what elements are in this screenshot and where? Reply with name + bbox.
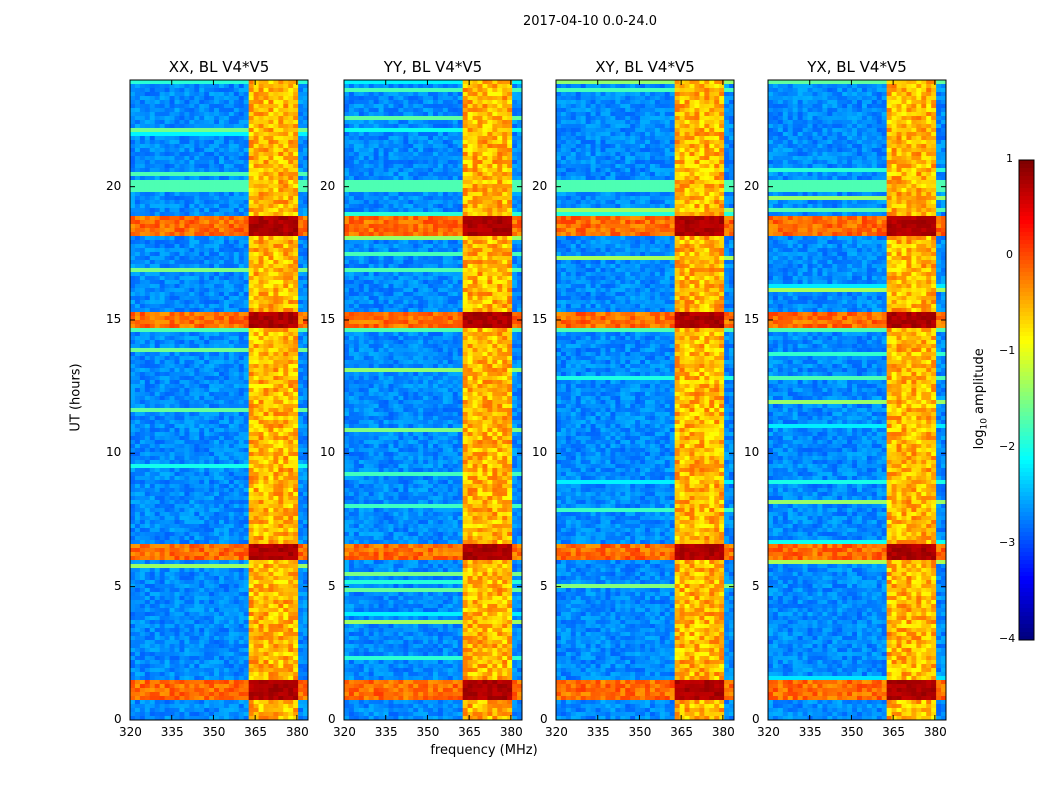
x-tick-label: 350 [628, 725, 651, 739]
y-tick-label: 5 [114, 579, 122, 593]
colorbar-tick-label: 1 [1006, 152, 1013, 165]
x-tick-label: 380 [712, 725, 735, 739]
y-tick-label: 15 [532, 312, 547, 326]
colorbar-frame [1018, 159, 1035, 641]
y-tick-label: 10 [744, 445, 759, 459]
x-tick-label: 335 [161, 725, 184, 739]
x-tick-label: 380 [500, 725, 523, 739]
x-tick-label: 350 [840, 725, 863, 739]
colorbar-tick-label: 0 [1006, 248, 1013, 261]
panel-frame [129, 79, 309, 721]
x-tick-label: 320 [757, 725, 780, 739]
y-tick-label: 5 [540, 579, 548, 593]
colorbar-tick-label: −1 [999, 344, 1015, 357]
y-tick-label: 0 [328, 712, 336, 726]
x-tick-label: 320 [545, 725, 568, 739]
y-tick-label: 5 [328, 579, 336, 593]
y-tick-label: 20 [320, 179, 335, 193]
colorbar [1019, 160, 1034, 641]
x-tick-label: 320 [119, 725, 142, 739]
colorbar-label-sub: 10 [979, 418, 989, 429]
y-tick-label: 5 [752, 579, 760, 593]
x-tick-label: 335 [799, 725, 822, 739]
panel-frame [767, 79, 947, 721]
y-tick-label: 10 [106, 445, 121, 459]
x-tick-label: 365 [882, 725, 905, 739]
figure-title: 2017-04-10 0.0-24.0 [0, 14, 1050, 29]
y-tick-label: 20 [744, 179, 759, 193]
y-tick-label: 0 [114, 712, 122, 726]
x-axis-label: frequency (MHz) [344, 743, 624, 758]
panel-1 [344, 80, 523, 721]
colorbar-tick-label: −2 [999, 440, 1015, 453]
y-tick-label: 15 [744, 312, 759, 326]
panel-frame [343, 79, 523, 721]
panel-0 [130, 80, 309, 721]
x-tick-label: 380 [924, 725, 947, 739]
colorbar-tick-label: −4 [999, 632, 1015, 645]
y-axis-label: UT (hours) [69, 363, 84, 431]
x-tick-label: 350 [416, 725, 439, 739]
colorbar-label: log10 amplitude [972, 348, 990, 449]
x-tick-label: 335 [375, 725, 398, 739]
colorbar-label-base: log [972, 430, 987, 450]
x-tick-label: 365 [244, 725, 267, 739]
panel-title-xy: XY, BL V4*V5 [556, 58, 734, 76]
y-tick-label: 10 [532, 445, 547, 459]
x-tick-label: 335 [587, 725, 610, 739]
panel-3 [768, 80, 947, 721]
x-tick-label: 350 [202, 725, 225, 739]
x-tick-label: 365 [670, 725, 693, 739]
y-tick-label: 20 [532, 179, 547, 193]
y-tick-label: 10 [320, 445, 335, 459]
panel-title-xx: XX, BL V4*V5 [130, 58, 308, 76]
x-tick-label: 365 [458, 725, 481, 739]
x-tick-label: 380 [286, 725, 309, 739]
panel-title-yx: YX, BL V4*V5 [768, 58, 946, 76]
x-tick-label: 320 [333, 725, 356, 739]
y-tick-label: 0 [752, 712, 760, 726]
panel-2 [556, 80, 735, 721]
y-tick-label: 15 [106, 312, 121, 326]
colorbar-tick-label: −3 [999, 536, 1015, 549]
y-tick-label: 0 [540, 712, 548, 726]
panel-title-yy: YY, BL V4*V5 [344, 58, 522, 76]
panel-frame [555, 79, 735, 721]
y-tick-label: 20 [106, 179, 121, 193]
colorbar-label-rest: amplitude [972, 348, 987, 418]
y-tick-label: 15 [320, 312, 335, 326]
